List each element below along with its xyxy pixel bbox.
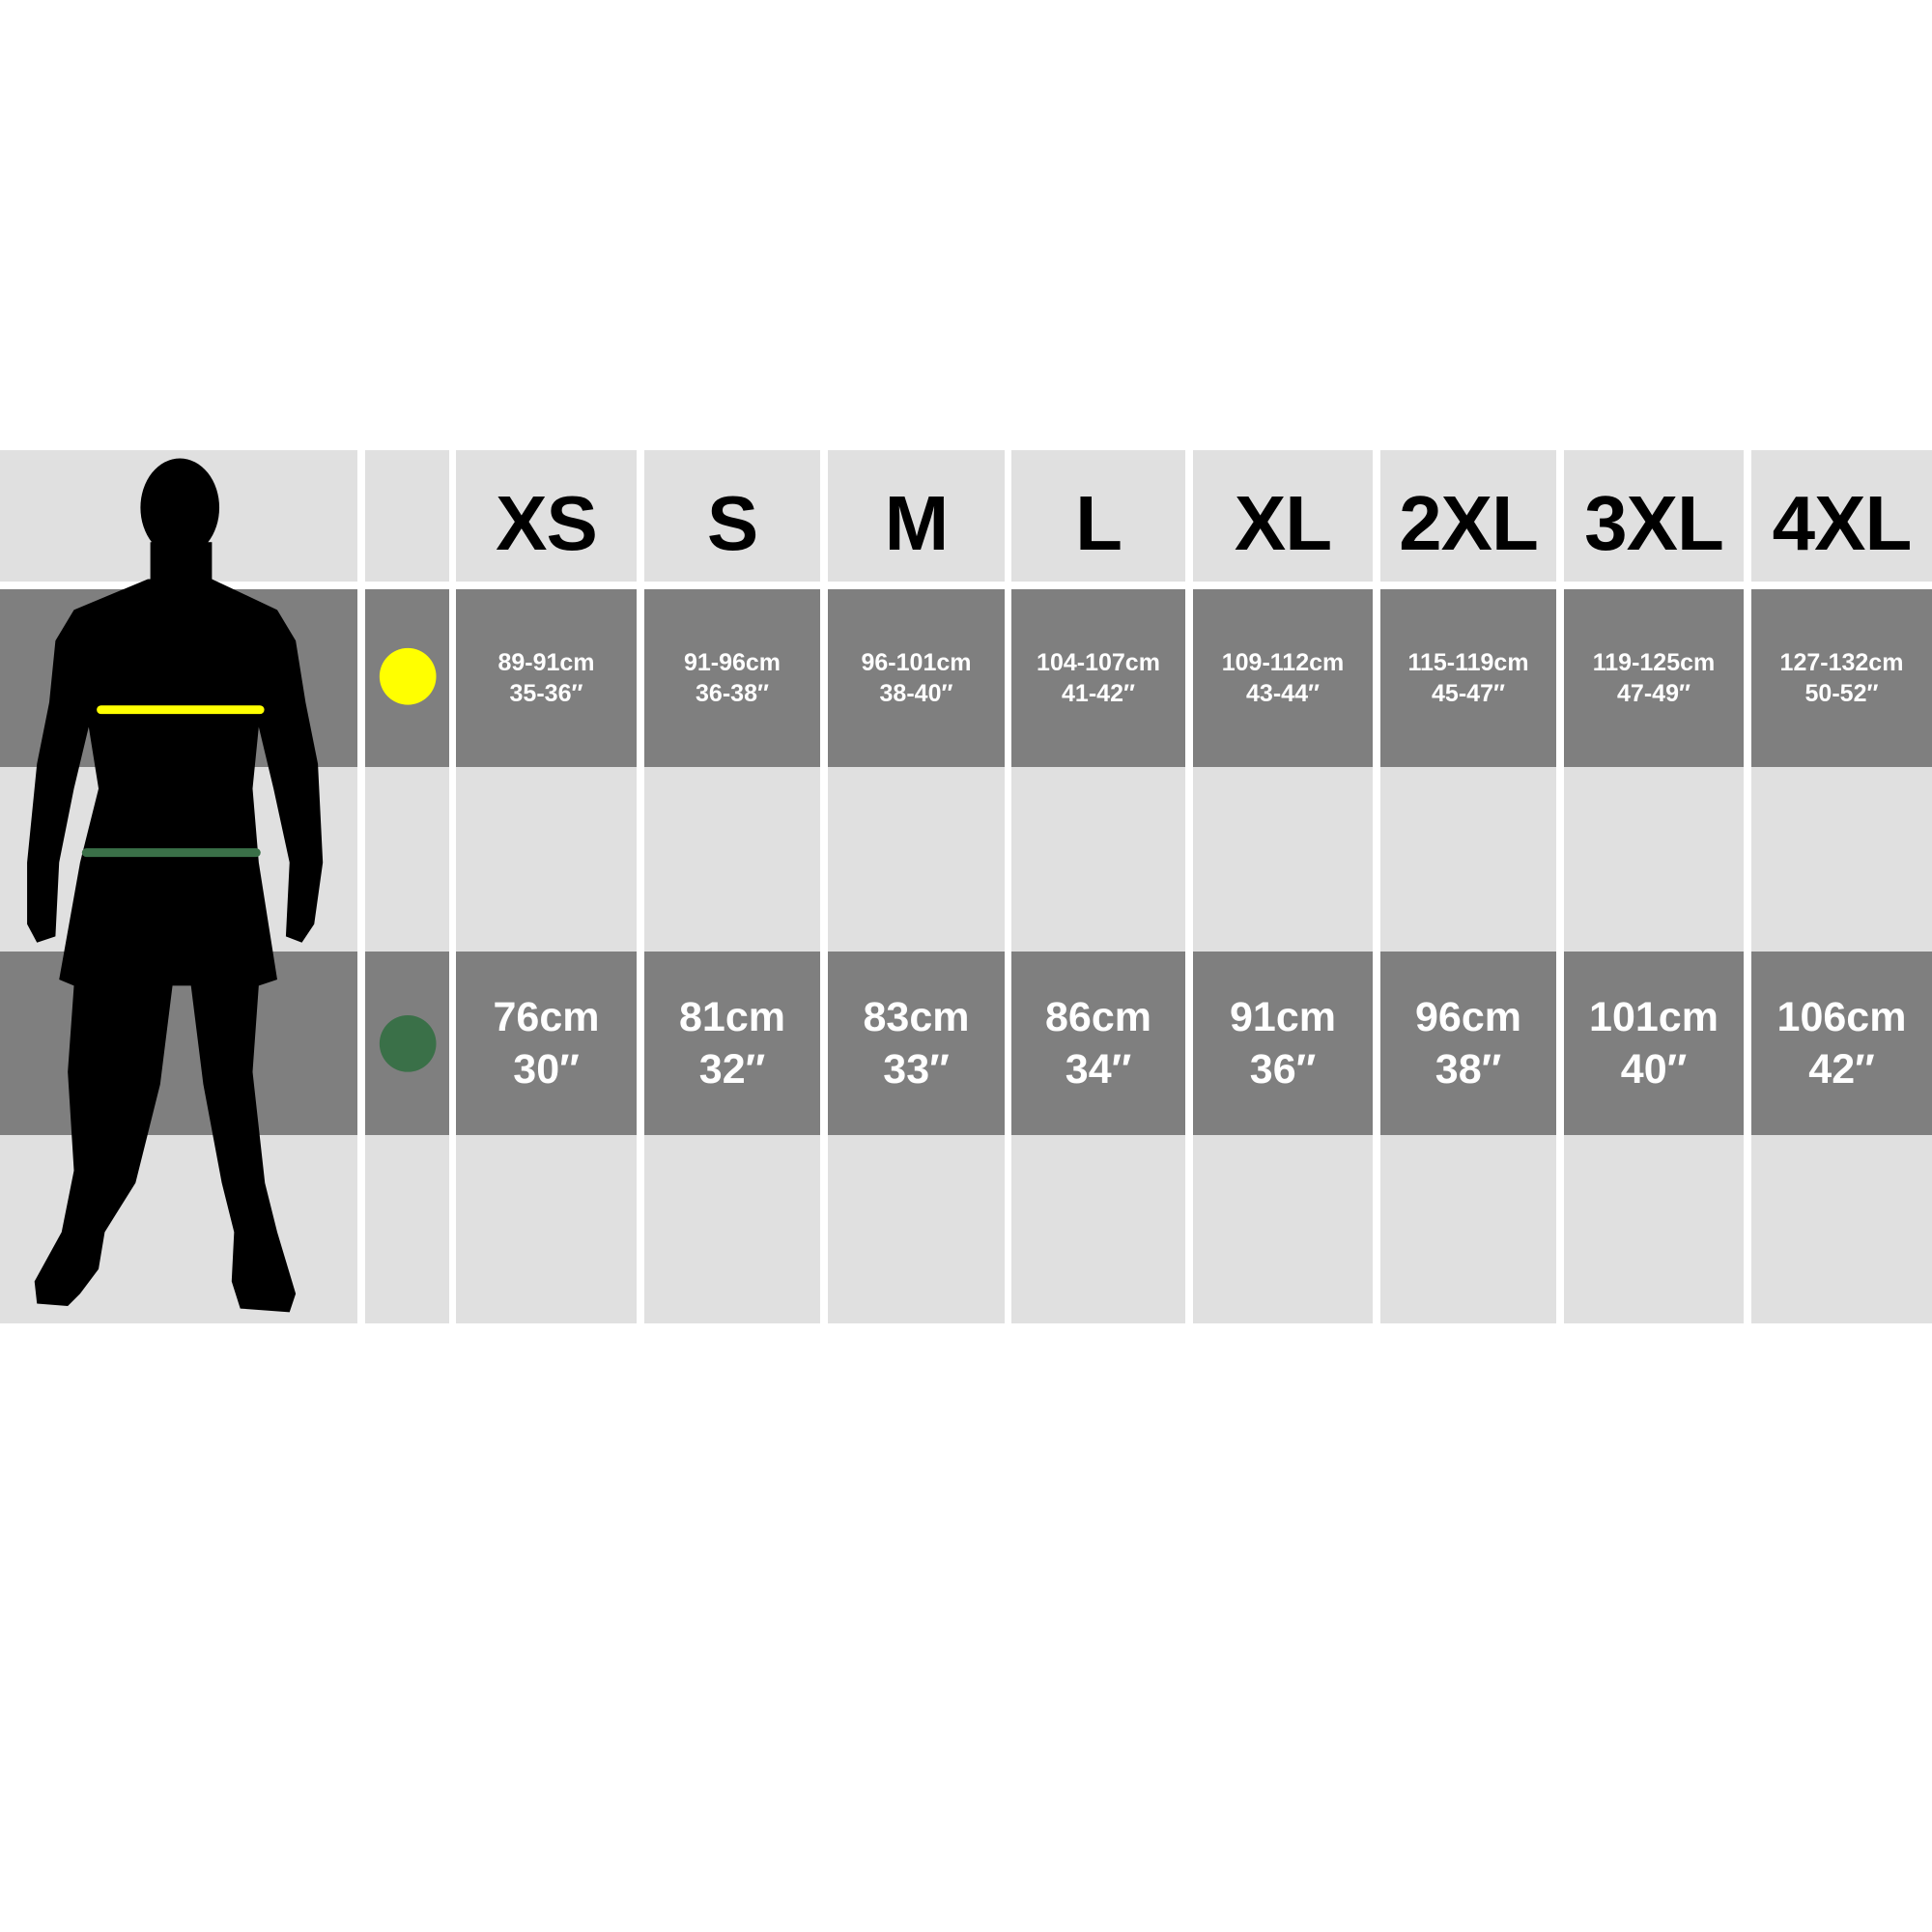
chest-measurement-cell: 109-112cm 43-44″ [1193,589,1373,767]
size-header-m: M [828,450,1005,582]
empty-cell [456,1135,637,1323]
size-header-xl: XL [1193,450,1373,582]
chest-cm-value: 119-125cm [1592,649,1716,676]
waist-cm-value: 91cm [1230,994,1336,1040]
chest-in-value: 47-49″ [1617,680,1690,707]
waist-measurement-cell: 106cm 42″ [1751,952,1932,1135]
silhouette-body [27,579,324,1313]
waist-measurement-cell: 86cm 34″ [1011,952,1185,1135]
empty-cell [1564,767,1744,952]
chest-cm-value: 96-101cm [861,649,972,676]
chest-cm-value: 115-119cm [1407,649,1529,676]
empty-cell [828,1135,1005,1323]
waist-in-value: 42″ [1808,1046,1875,1093]
marker-cell [365,767,449,952]
waist-in-value: 36″ [1249,1046,1317,1093]
chest-in-value: 41-42″ [1062,680,1135,707]
empty-cell [1011,767,1185,952]
empty-cell [1751,767,1932,952]
size-header-s: S [644,450,820,582]
marker-cell [365,1135,449,1323]
empty-cell [828,767,1005,952]
empty-cell [1193,1135,1373,1323]
chest-measurement-cell: 91-96cm 36-38″ [644,589,820,767]
empty-cell [644,1135,820,1323]
waist-cm-value: 96cm [1415,994,1521,1040]
chest-in-value: 35-36″ [509,680,583,707]
waist-in-value: 34″ [1065,1046,1132,1093]
waist-measurement-cell: 76cm 30″ [456,952,637,1135]
chest-in-value: 36-38″ [696,680,769,707]
waist-in-value: 32″ [698,1046,766,1093]
size-header-2xl: 2XL [1380,450,1556,582]
waist-cm-value: 81cm [679,994,785,1040]
waist-marker-dot [379,1015,437,1072]
empty-cell [1751,1135,1932,1323]
waist-in-value: 30″ [513,1046,580,1093]
chest-measurement-cell: 127-132cm 50-52″ [1751,589,1932,767]
chest-measurement-cell: 115-119cm 45-47″ [1380,589,1556,767]
silhouette-head [140,458,220,557]
waist-measurement-cell: 81cm 32″ [644,952,820,1135]
empty-cell [1380,1135,1556,1323]
marker-cell [365,450,449,582]
waist-cm-value: 106cm [1776,994,1907,1040]
chest-cm-value: 109-112cm [1221,649,1345,676]
chest-cm-value: 91-96cm [683,649,781,676]
empty-cell [1380,767,1556,952]
empty-cell [1011,1135,1185,1323]
empty-cell [456,767,637,952]
size-header-4xl: 4XL [1751,450,1932,582]
empty-cell [644,767,820,952]
waist-in-value: 38″ [1435,1046,1502,1093]
waist-measurement-cell: 96cm 38″ [1380,952,1556,1135]
empty-cell [1564,1135,1744,1323]
empty-cell [1193,767,1373,952]
chest-measurement-cell: 96-101cm 38-40″ [828,589,1005,767]
chest-in-value: 50-52″ [1804,680,1879,707]
waist-measurement-cell: 101cm 40″ [1564,952,1744,1135]
chest-measurement-cell: 89-91cm 35-36″ [456,589,637,767]
chest-cm-value: 127-132cm [1779,649,1904,676]
waist-in-value: 33″ [883,1046,950,1093]
waist-cm-value: 86cm [1045,994,1151,1040]
chest-in-value: 38-40″ [879,680,953,707]
size-header-3xl: 3XL [1564,450,1744,582]
chest-marker-dot [379,647,437,705]
waist-cm-value: 101cm [1589,994,1719,1040]
chest-in-value: 43-44″ [1246,680,1320,707]
size-header-l: L [1011,450,1185,582]
chest-cm-value: 104-107cm [1037,649,1160,676]
waist-cm-value: 76cm [493,994,600,1040]
chest-measurement-cell: 119-125cm 47-49″ [1564,589,1744,767]
waist-cm-value: 83cm [863,994,970,1040]
waist-in-value: 40″ [1620,1046,1688,1093]
chest-in-value: 45-47″ [1432,680,1505,707]
chest-measurement-cell: 104-107cm 41-42″ [1011,589,1185,767]
chest-cm-value: 89-91cm [497,649,595,676]
waist-measurement-cell: 83cm 33″ [828,952,1005,1135]
waist-measurement-cell: 91cm 36″ [1193,952,1373,1135]
size-header-xs: XS [456,450,637,582]
